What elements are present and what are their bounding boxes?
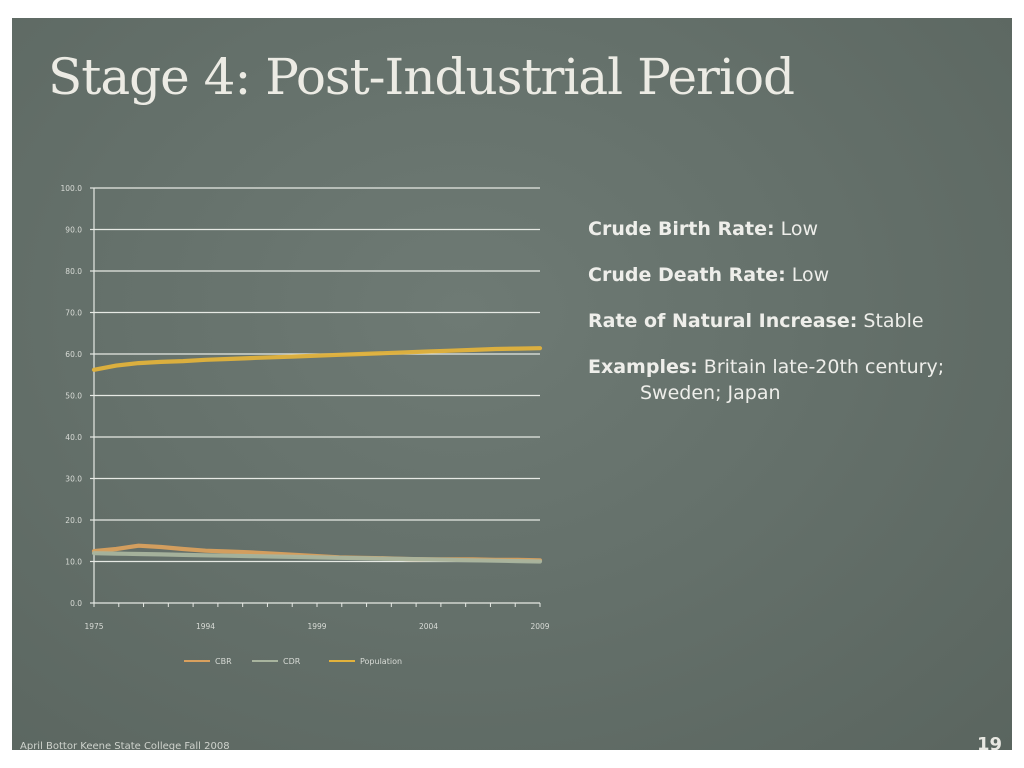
x-tick-label: 1975	[84, 622, 103, 631]
series-line-cdr	[91, 551, 543, 564]
x-tick-label: 1994	[196, 622, 215, 631]
y-tick-labels: 0.0 10.0 20.0 30.0 40.0 50.0 60.0 70.0 80.0 90.0 1…	[61, 184, 83, 608]
x-tick-label: 2004	[419, 622, 438, 631]
chart-gridlines	[90, 187, 541, 607]
y-tick-label: 0.0	[70, 599, 82, 608]
y-tick-label: 10.0	[65, 558, 82, 567]
bullet-label: Examples:	[588, 356, 698, 378]
bullet-value: Stable	[857, 310, 924, 332]
bullet-label: Rate of Natural Increase:	[588, 310, 858, 332]
bullet-examples: Examples: Britain late-20th century; Swe…	[588, 354, 1008, 406]
y-tick-label: 40.0	[65, 433, 82, 442]
y-tick-label: 30.0	[65, 475, 82, 484]
y-tick-label: 80.0	[65, 267, 82, 276]
y-tick-label: 70.0	[65, 309, 82, 318]
bullet-natural-increase: Rate of Natural Increase: Stable	[588, 308, 1008, 334]
series-line-population	[91, 346, 543, 372]
legend-label: CDR	[283, 657, 301, 666]
legend-label: Population	[360, 657, 402, 666]
y-tick-label: 60.0	[65, 350, 82, 359]
bullet-label: Crude Birth Rate:	[588, 218, 775, 240]
slide-title: Stage 4: Post-Industrial Period	[48, 48, 795, 106]
y-tick-label: 100.0	[61, 184, 83, 193]
y-tick-label: 90.0	[65, 226, 82, 235]
bullet-list: Crude Birth Rate: Low Crude Death Rate: …	[588, 216, 1008, 426]
bullet-crude-birth-rate: Crude Birth Rate: Low	[588, 216, 1008, 242]
bullet-value: Low	[774, 218, 819, 240]
bullet-continuation: Sweden; Japan	[640, 382, 781, 404]
x-tick-label: 2009	[530, 622, 549, 631]
line-chart: 0.0 10.0 20.0 30.0 40.0 50.0 60.0 70.0 80.0 90.0 1…	[61, 184, 550, 666]
bullet-value: Britain late-20th century;	[697, 356, 945, 378]
bullet-label: Crude Death Rate:	[588, 264, 786, 286]
x-tick-labels: 1975 1994 1999 2004 2009	[84, 622, 549, 631]
slide: Stage 4: Post-Industrial Period 0.0 10.0 2…	[12, 18, 1012, 750]
x-tick-label: 1999	[307, 622, 326, 631]
chart-series	[91, 346, 543, 564]
y-tick-label: 20.0	[65, 516, 82, 525]
y-tick-label: 50.0	[65, 392, 82, 401]
bullet-value: Low	[785, 264, 830, 286]
footer-text: April Bottor Keene State College Fall 20…	[20, 741, 230, 750]
bullet-crude-death-rate: Crude Death Rate: Low	[588, 262, 1008, 288]
page-number: 19	[976, 734, 1002, 750]
chart-legend: CBR CDR Population	[184, 657, 402, 666]
legend-label: CBR	[215, 657, 232, 666]
